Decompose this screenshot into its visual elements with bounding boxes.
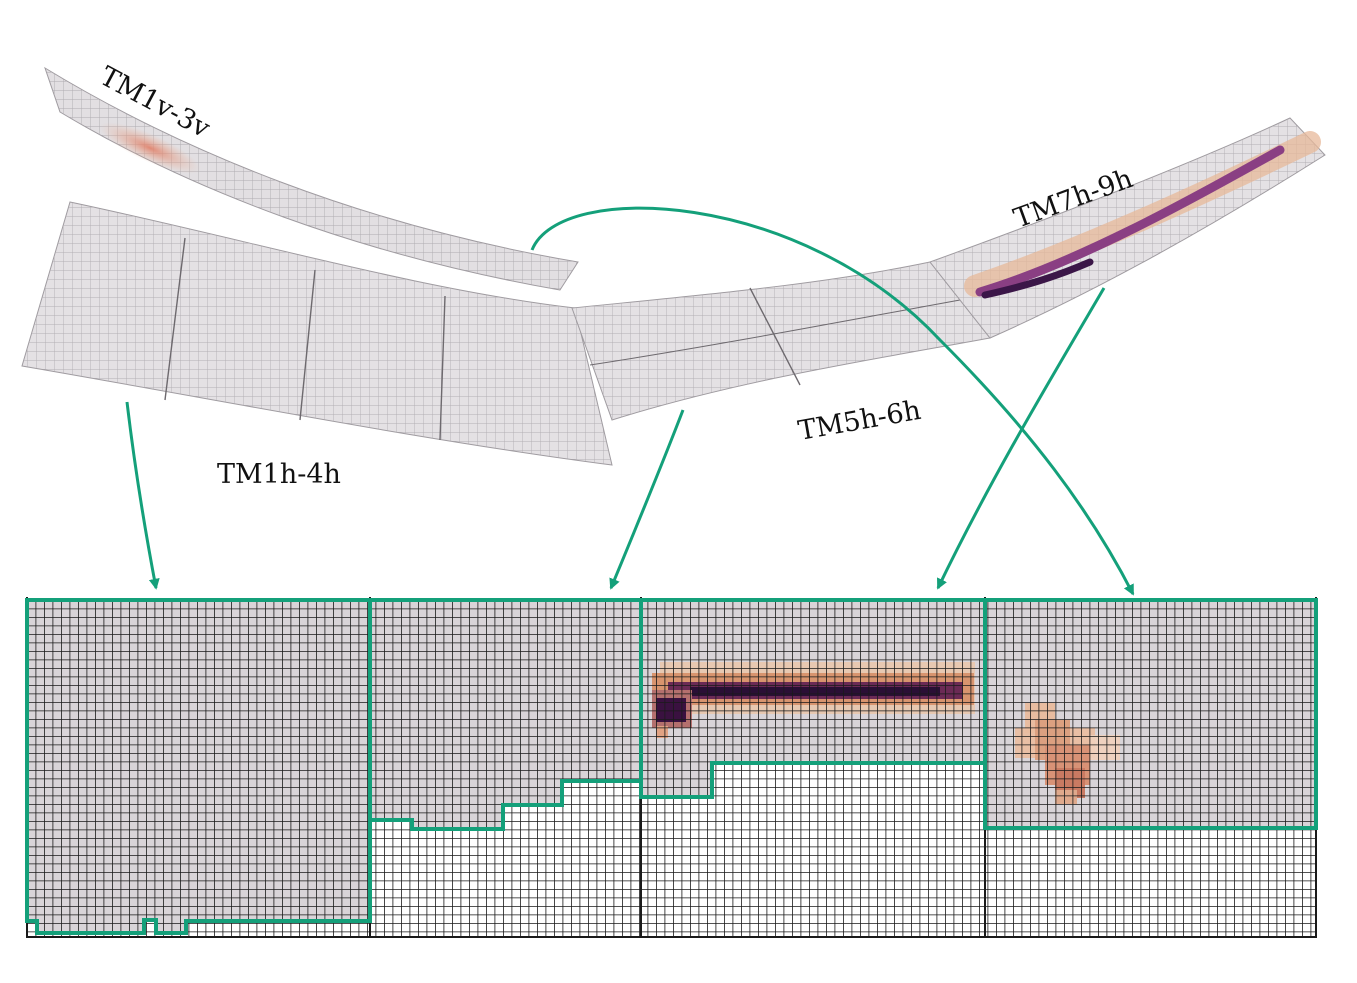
- mapping-arrows: [125, 206, 1135, 596]
- arrow-tm1h-4h: [125, 401, 160, 590]
- active-region-outlines: [25, 598, 1318, 935]
- detector-layers: [21, 66, 1326, 466]
- grid-map: [25, 597, 1318, 938]
- tm7h-9h-track: [975, 145, 1285, 297]
- outline-section-1: [25, 598, 372, 935]
- arrow-tm7h-9h: [936, 287, 1106, 590]
- label-tm1h-4h: TM1h-4h: [217, 459, 341, 490]
- arrow-tm5h-6h: [609, 409, 685, 590]
- outline-section-4: [983, 598, 1318, 830]
- arrow-tm1v-3v: [530, 206, 1135, 596]
- label-tm5h-6h: TM5h-6h: [796, 395, 923, 447]
- grid-lines: [27, 600, 1316, 937]
- tm1v-3v-hit: [99, 122, 201, 174]
